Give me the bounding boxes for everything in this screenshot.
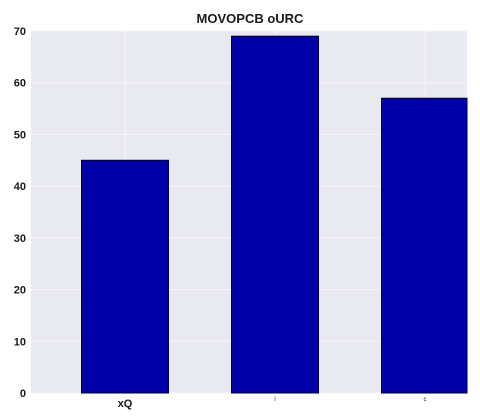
bars [81, 35, 468, 394]
x-tick-label: c [424, 397, 427, 403]
y-tick-label: 20 [14, 285, 26, 297]
chart-title: MOVOPCB oURC [197, 11, 305, 26]
y-tick-label: 40 [14, 181, 26, 193]
y-tick-label: 50 [14, 129, 26, 141]
y-axis-ticks: 0 10 20 30 40 50 60 70 [14, 26, 26, 400]
x-tick-label: l [274, 397, 275, 403]
x-axis-ticks: xQ l c [118, 397, 427, 410]
bar-l [231, 35, 319, 394]
bar-c [381, 97, 468, 394]
y-tick-label: 10 [14, 336, 26, 348]
y-tick-label: 70 [14, 26, 26, 38]
x-tick-label: xQ [118, 398, 133, 410]
bar-xQ [81, 159, 169, 394]
y-tick-label: 30 [14, 233, 26, 245]
y-tick-label: 60 [14, 78, 26, 90]
y-tick-label: 0 [20, 388, 26, 400]
